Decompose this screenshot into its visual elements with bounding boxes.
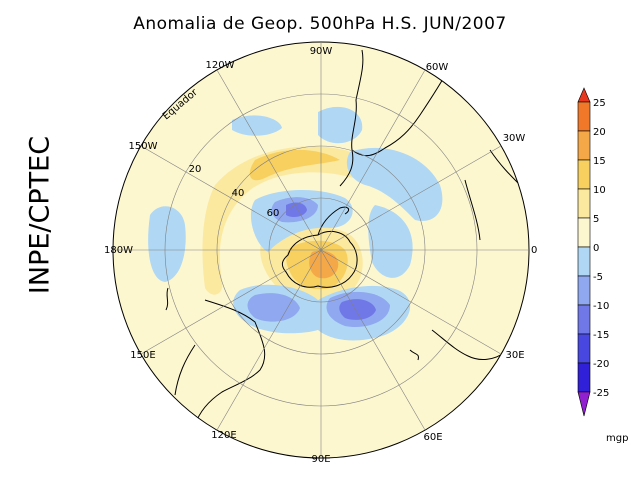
lon-label-120e: 120E <box>211 430 236 441</box>
negative-anomaly-band <box>318 106 363 144</box>
colorbar-swatch <box>577 275 591 306</box>
negative-anomaly-band <box>339 299 376 320</box>
lon-label-90w: 90W <box>310 46 333 57</box>
colorbar-tick: -15 <box>593 330 609 341</box>
negative-anomaly-band <box>247 293 300 322</box>
lon-label-30w: 30W <box>503 133 526 144</box>
lat-label-60: 60 <box>267 208 280 219</box>
colorbar-tick: 5 <box>593 214 599 225</box>
lat-label-40: 40 <box>232 188 245 199</box>
colorbar-cap-bottom <box>577 391 591 417</box>
colorbar-tick: 25 <box>593 98 606 109</box>
lon-label-60w: 60W <box>426 62 449 73</box>
colorbar-cap-top <box>577 87 591 103</box>
lon-label-180w: 180W <box>104 245 133 256</box>
colorbar-tick: -10 <box>593 301 609 312</box>
anomaly-field <box>148 49 521 426</box>
colorbar-swatch <box>577 333 591 364</box>
lon-label-150e: 150E <box>130 350 155 361</box>
africa-coastline <box>464 149 521 241</box>
positive-anomaly-band <box>202 146 374 295</box>
colorbar-tick: -5 <box>593 272 603 283</box>
colorbar-swatch <box>577 246 591 277</box>
new-zealand-coastline <box>165 287 169 311</box>
colorbar-swatch <box>577 101 591 132</box>
lon-label-30e: 30E <box>505 350 524 361</box>
lon-label-0: 0 <box>531 245 537 256</box>
colorbar-swatch <box>577 130 591 161</box>
colorbar-tick: -20 <box>593 359 609 370</box>
negative-anomaly-band <box>346 147 443 221</box>
colorbar-tick: -25 <box>593 388 609 399</box>
colorbar-swatch <box>577 362 591 393</box>
lon-label-150w: 150W <box>129 141 158 152</box>
lon-label-90e: 90E <box>311 454 330 465</box>
colorbar-tick: 15 <box>593 156 606 167</box>
positive-anomaly-band <box>249 149 340 181</box>
antarctic-peninsula-coastline <box>317 206 350 236</box>
lon-label-120w: 120W <box>206 60 235 71</box>
colorbar: 25 20 15 10 5 0 -5 -10 -15 -20 -25 mgp <box>577 87 628 444</box>
lat-label-20: 20 <box>189 164 202 175</box>
negative-anomaly-band <box>232 115 282 136</box>
colorbar-tick: 0 <box>593 243 599 254</box>
colorbar-tick: 20 <box>593 127 606 138</box>
lon-label-60e: 60E <box>423 432 442 443</box>
south-america-coastline <box>339 49 449 187</box>
map-title: Anomalia de Geop. 500hPa H.S. JUN/2007 <box>133 14 507 34</box>
australia-coastline <box>174 299 266 426</box>
negative-anomaly-band <box>286 202 307 218</box>
colorbar-swatch <box>577 217 591 248</box>
negative-anomaly-band <box>148 206 186 282</box>
colorbar-swatch <box>577 159 591 190</box>
indian-ocean-islands-coastline <box>409 329 506 361</box>
colorbar-swatch <box>577 304 591 335</box>
colorbar-unit: mgp <box>606 433 628 444</box>
colorbar-swatch <box>577 188 591 219</box>
colorbar-tick: 10 <box>593 185 606 196</box>
negative-anomaly-band <box>368 205 413 278</box>
graticule <box>113 42 529 458</box>
